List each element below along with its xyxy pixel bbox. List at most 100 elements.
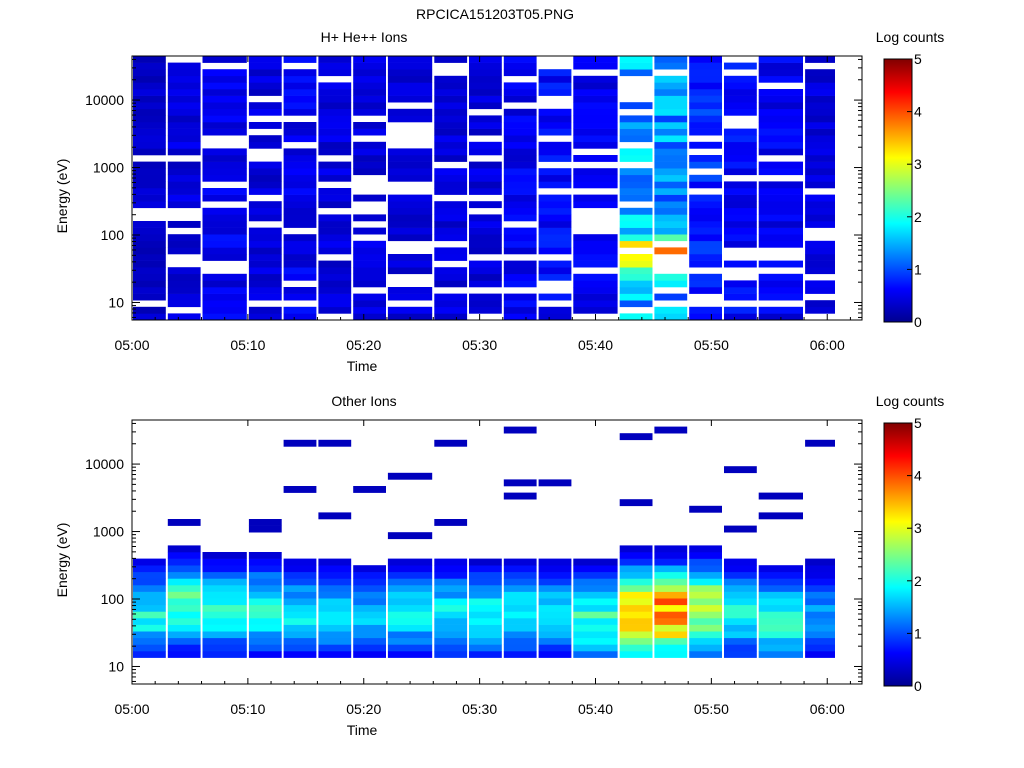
heatmap-cell (619, 433, 653, 441)
heatmap-cell (469, 168, 502, 176)
colorbar-tick-label: 4 (914, 104, 922, 120)
heatmap-cell (573, 201, 618, 209)
heatmap-cell (248, 89, 282, 96)
heatmap-cell (248, 306, 282, 314)
heatmap-cell (469, 598, 502, 606)
heatmap-cell (469, 280, 502, 288)
heatmap-cell (283, 221, 317, 228)
heatmap-cell (619, 598, 653, 606)
heatmap-cell (248, 56, 282, 63)
heatmap-cell (434, 439, 468, 447)
heatmap-cell (387, 221, 433, 228)
heatmap-cell (689, 591, 722, 599)
heatmap-cell (133, 108, 166, 116)
heatmap-cell (434, 128, 468, 136)
heatmap-cell (619, 174, 653, 182)
heatmap-cell (469, 300, 502, 308)
heatmap-cell (619, 260, 653, 268)
heatmap-cell (167, 128, 201, 136)
heatmap-cell (387, 313, 433, 321)
heatmap-cell (283, 161, 317, 169)
heatmap-cell (654, 161, 688, 169)
heatmap-cell (619, 221, 653, 228)
heatmap-cell (202, 102, 247, 110)
heatmap-cell (724, 62, 757, 70)
colorbar-tick-label: 1 (914, 261, 922, 277)
heatmap-cell (167, 89, 201, 96)
heatmap-cell (248, 578, 282, 586)
heatmap-cell (503, 207, 537, 215)
heatmap-cell (318, 439, 352, 447)
heatmap-cell (503, 591, 537, 599)
heatmap-cell (202, 293, 247, 301)
heatmap-cell (248, 240, 282, 248)
heatmap-cell (619, 631, 653, 639)
heatmap-cell (654, 273, 688, 281)
heatmap-cell (283, 611, 317, 619)
heatmap-cell (469, 618, 502, 625)
heatmap-cell (202, 637, 247, 645)
heatmap-cell (805, 565, 835, 573)
heatmap-cell (167, 598, 201, 606)
heatmap-cell (469, 234, 502, 242)
heatmap-cell (202, 604, 247, 612)
heatmap-cell (538, 624, 572, 632)
heatmap-cell (805, 571, 835, 579)
heatmap-cell (469, 273, 502, 281)
heatmap-cell (283, 75, 317, 83)
heatmap-cell (248, 624, 282, 632)
heatmap-cell (503, 313, 537, 321)
heatmap-cell (283, 637, 317, 645)
heatmap-cell (758, 95, 803, 103)
heatmap-cell (283, 598, 317, 606)
heatmap-cell (283, 624, 317, 632)
heatmap-cell (318, 604, 352, 612)
heatmap-cell (133, 201, 166, 209)
heatmap-cell (805, 56, 835, 63)
heatmap-cell (538, 247, 572, 255)
heatmap-cell (654, 56, 688, 63)
heatmap-cell (758, 565, 803, 573)
heatmap-cell (724, 102, 757, 110)
heatmap-cell (167, 188, 201, 195)
heatmap-cell (689, 221, 722, 228)
heatmap-cell (619, 148, 653, 156)
heatmap-cell (758, 122, 803, 129)
heatmap-cells (133, 56, 835, 321)
heatmap-cell (573, 611, 618, 619)
heatmap-cell (619, 56, 653, 63)
heatmap-cell (133, 181, 166, 189)
heatmap-cell (283, 95, 317, 103)
heatmap-cell (503, 174, 537, 182)
heatmap-cell (724, 618, 757, 625)
heatmap-cell (503, 260, 537, 268)
heatmap-cell (538, 611, 572, 619)
heatmap-cell (434, 174, 468, 182)
heatmap-cell (202, 578, 247, 586)
heatmap-cell (133, 62, 166, 70)
heatmap-cell (167, 135, 201, 143)
heatmap-cell (724, 293, 757, 301)
heatmap-cell (283, 207, 317, 215)
heatmap-cell (805, 75, 835, 83)
heatmap-cell (469, 306, 502, 314)
heatmap-cell (538, 75, 572, 83)
heatmap-cell (283, 128, 317, 136)
heatmap-cell (805, 108, 835, 116)
heatmap-cell (689, 313, 722, 321)
heatmap-cell (318, 591, 352, 599)
x-tick-label: 05:10 (230, 701, 265, 717)
heatmap-cell (573, 75, 618, 83)
heatmap-cell (469, 260, 502, 268)
heatmap-cell (758, 313, 803, 321)
heatmap-cell (353, 194, 386, 202)
heatmap-cell (469, 95, 502, 103)
heatmap-cell (619, 618, 653, 625)
heatmap-cell (133, 585, 166, 592)
heatmap-cell (469, 214, 502, 222)
heatmap-cell (758, 591, 803, 599)
heatmap-cell (167, 624, 201, 632)
heatmap-cell (758, 128, 803, 136)
heatmap-cell (434, 201, 468, 209)
heatmap-cell (573, 558, 618, 566)
